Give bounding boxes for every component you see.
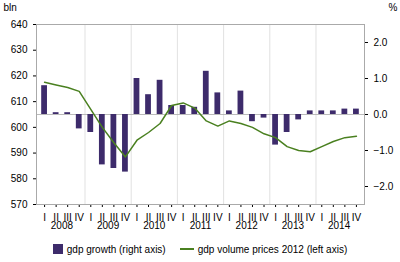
svg-text:IV: IV [167,212,177,223]
svg-text:2.0: 2.0 [374,37,388,48]
svg-text:IV: IV [121,212,131,223]
svg-text:2011: 2011 [190,220,212,231]
html-text:gdp volume prices 2012 (left a: gdp volume prices 2012 (left axis) [197,243,348,255]
svg-text:I: I [228,212,231,223]
svg-text:610: 610 [11,96,28,107]
svg-text:2008: 2008 [51,220,74,231]
svg-text:630: 630 [11,44,28,55]
svg-text:570: 570 [11,199,28,210]
svg-text:2010: 2010 [143,220,166,231]
svg-text:I: I [43,212,46,223]
svg-text:0.0: 0.0 [374,109,388,120]
html-text:II III: II III [99,211,119,223]
svg-text:−1.0: −1.0 [374,145,394,156]
svg-text:2013: 2013 [282,220,305,231]
svg-text:I: I [89,212,92,223]
svg-text:2009: 2009 [97,220,120,231]
svg-text:IV: IV [305,212,315,223]
svg-text:−2.0: −2.0 [374,181,394,192]
svg-text:I: I [274,212,277,223]
svg-text:2014: 2014 [328,220,351,231]
svg-text:I: I [182,212,185,223]
svg-text:IV: IV [75,212,85,223]
svg-text:1.0: 1.0 [374,73,388,84]
html-text:II III: II III [145,211,165,223]
svg-text:%: % [389,2,398,13]
html-text:II III: II III [238,211,257,223]
html-text:II III: II III [284,211,303,223]
html-text:II III: II III [53,211,72,223]
svg-text:590: 590 [11,147,28,158]
svg-text:580: 580 [11,173,28,184]
svg-text:IV: IV [259,212,269,223]
html-text:II III: II III [191,211,211,223]
svg-text:I: I [320,212,323,223]
html-text:II III: II III [330,211,349,223]
svg-text:640: 640 [11,19,28,30]
html-text:gdp growth (right axis): gdp growth (right axis) [66,243,166,255]
svg-text:600: 600 [11,122,28,133]
svg-text:620: 620 [11,70,28,81]
svg-text:2012: 2012 [236,220,259,231]
svg-text:I: I [136,212,139,223]
svg-text:IV: IV [213,212,223,223]
svg-text:IV: IV [352,212,362,223]
svg-text:bln: bln [4,2,17,13]
